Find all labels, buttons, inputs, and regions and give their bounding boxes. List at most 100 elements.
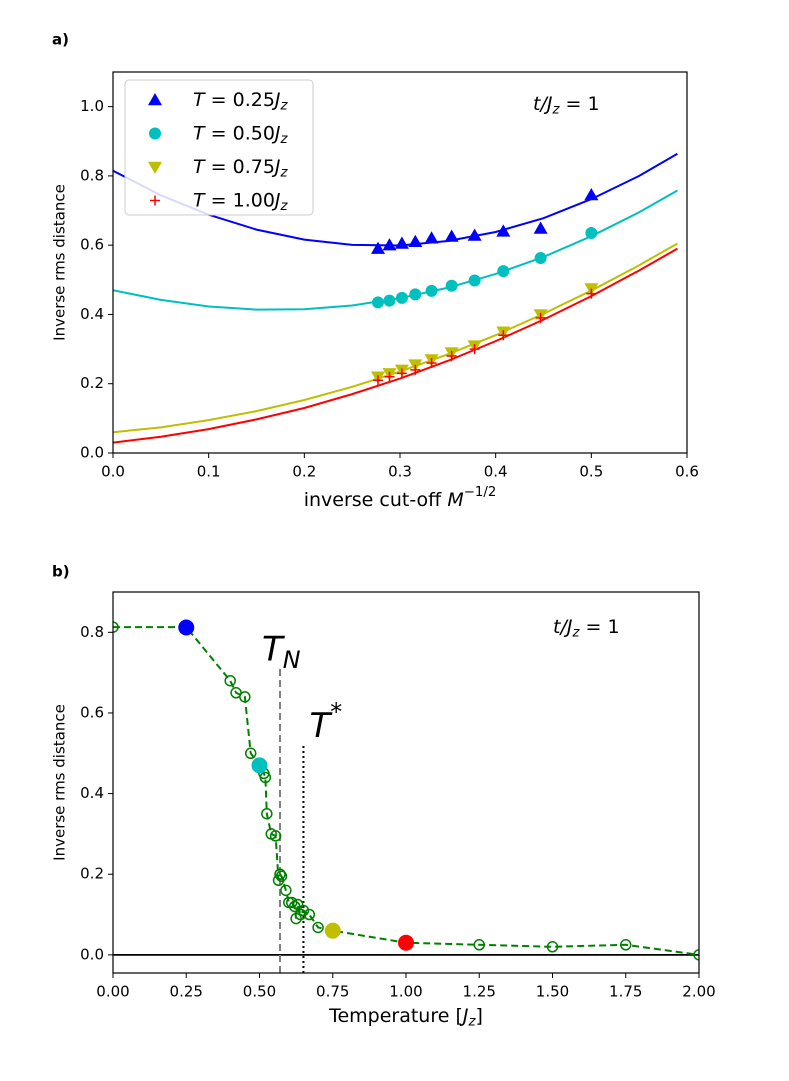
x-tick-label: 0.2: [292, 463, 316, 481]
text-part: T: [309, 706, 332, 746]
text-part: T: [193, 89, 206, 111]
text-part: = 1: [579, 616, 619, 638]
text-part: t/J: [533, 93, 553, 115]
marker: [533, 221, 548, 234]
marker: [410, 364, 421, 375]
text-part: z: [280, 132, 289, 147]
x-tick-label: 0.3: [388, 463, 412, 481]
marker: [251, 757, 268, 774]
text-part: T: [193, 189, 206, 211]
text-part: −1/2: [464, 485, 497, 500]
marker: [546, 941, 559, 953]
y-tick-label: 0.0: [80, 444, 104, 462]
legend-label: T = 0.50Jz: [193, 122, 289, 147]
text-part: z: [551, 103, 560, 118]
x-tick-label: 0.00: [96, 983, 129, 1001]
marker: [371, 296, 384, 309]
legend-label: T = 0.75Jz: [193, 156, 289, 181]
annotation: t/Jz = 1: [533, 93, 600, 118]
text-part: z: [280, 199, 289, 214]
text-part: T: [193, 156, 206, 178]
y-tick-label: 1.0: [80, 97, 104, 115]
y-tick-label: 0.6: [80, 703, 104, 721]
marker: [585, 227, 598, 240]
marker: [244, 747, 257, 760]
x-tick-label: 0.75: [316, 983, 349, 1001]
plot-area: [113, 619, 699, 973]
y-tick-label: 0.8: [80, 166, 104, 184]
marker: [446, 351, 457, 362]
x-tick-label: 2.00: [682, 983, 715, 1001]
marker: [324, 922, 341, 939]
text-part: = 0.50: [205, 122, 275, 144]
marker: [469, 344, 480, 355]
marker: [396, 368, 407, 379]
marker: [303, 908, 316, 921]
marker: [274, 868, 286, 880]
marker: [424, 231, 439, 244]
y-tick-label: 0.6: [80, 236, 104, 254]
marker: [370, 241, 385, 254]
x-tick-label: 0.25: [170, 983, 203, 1001]
x-tick-label: 1.25: [463, 983, 496, 1001]
marker: [445, 279, 458, 292]
text-part: M: [447, 489, 463, 511]
text-part: = 1.00: [205, 189, 275, 211]
marker: [473, 939, 485, 951]
text-part: = 1: [559, 93, 599, 115]
legend-marker: [149, 127, 161, 140]
x-tick-label: 1.50: [536, 983, 569, 1001]
x-tick-label: 0.50: [243, 983, 276, 1001]
text-part: T: [193, 122, 206, 144]
y-tick-label: 0.0: [80, 945, 104, 963]
marker: [426, 357, 437, 368]
marker: [113, 621, 119, 633]
marker: [224, 674, 236, 687]
marker: [259, 771, 272, 784]
legend-marker: [150, 195, 160, 206]
text-part: J: [271, 89, 281, 111]
marker: [693, 949, 699, 961]
x-axis-label: Temperature [Jz]: [328, 1005, 483, 1030]
marker: [291, 898, 304, 911]
text-part: J: [271, 122, 281, 144]
marker: [620, 939, 632, 951]
marker: [498, 330, 509, 341]
x-tick-label: 0.4: [484, 463, 508, 481]
y-tick-label: 0.2: [80, 865, 104, 883]
text-part: z: [280, 166, 289, 181]
threshold-label: T*: [309, 697, 342, 745]
x-tick-label: 0.1: [197, 463, 221, 481]
legend-marker: [148, 161, 162, 174]
marker: [409, 288, 422, 301]
x-tick-label: 0.0: [101, 463, 125, 481]
x-tick-label: 0.5: [579, 463, 603, 481]
marker: [384, 371, 395, 382]
marker: [312, 921, 324, 934]
x-axis-label: inverse cut-off M−1/2: [304, 485, 497, 510]
marker: [584, 187, 599, 201]
marker: [444, 229, 459, 242]
marker: [497, 265, 510, 278]
marker: [275, 870, 288, 882]
marker: [534, 251, 547, 264]
marker: [535, 312, 546, 323]
text-part: N: [283, 645, 301, 673]
text-part: Temperature [: [328, 1005, 463, 1027]
threshold-label: TN: [262, 629, 301, 673]
marker: [425, 284, 438, 297]
legend-label: T = 0.25Jz: [193, 89, 289, 114]
text-part: inverse cut-off: [304, 489, 448, 511]
text-part: t/J: [553, 616, 573, 638]
marker: [586, 288, 597, 299]
panel-label: b): [52, 563, 70, 581]
marker: [398, 934, 414, 951]
text-part: T: [262, 629, 285, 669]
marker: [372, 375, 383, 386]
text-part: ]: [475, 1005, 482, 1027]
marker: [239, 691, 251, 703]
text-part: J: [459, 1005, 469, 1027]
text-part: J: [271, 156, 281, 178]
data-line: [113, 626, 699, 956]
